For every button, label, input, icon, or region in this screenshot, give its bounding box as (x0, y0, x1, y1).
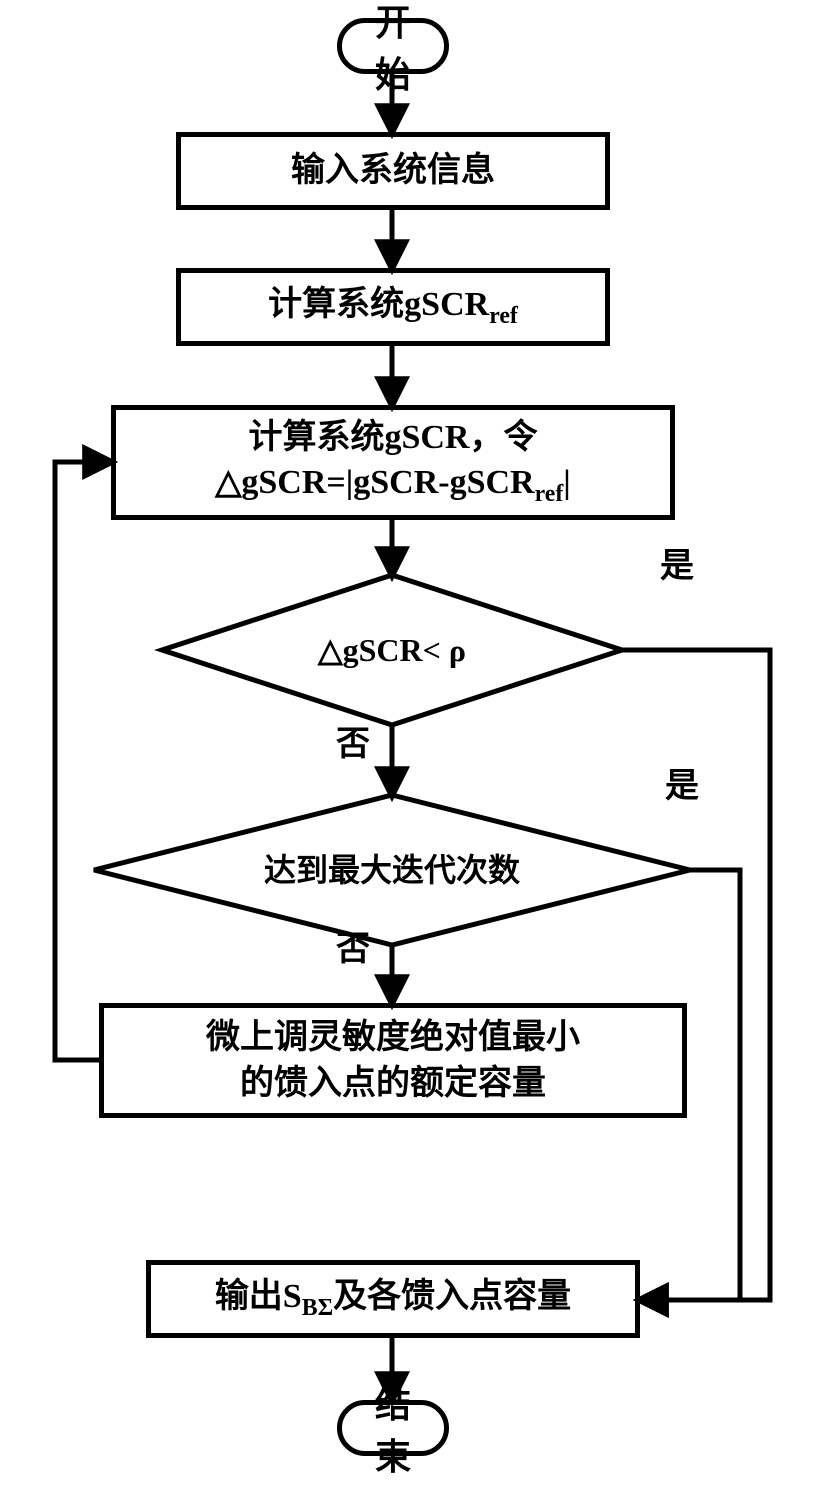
calc-ref-label: 计算系统gSCRref (268, 282, 518, 332)
start-label: 开始 (360, 0, 426, 98)
edge-label-5: 是 (660, 548, 694, 585)
edge-label-6: 否 (336, 931, 370, 968)
calc-delta-process: 计算系统gSCR，令△gSCR=|gSCR-gSCRref| (111, 405, 675, 520)
adjust-label: 微上调灵敏度绝对值最小的馈入点的额定容量 (206, 1015, 580, 1107)
output-process: 输出SBΣ及各馈入点容量 (146, 1260, 640, 1338)
flowchart-container: 否是否是 开始 输入系统信息 计算系统gSCRref 计算系统gSCR，令△gS… (0, 0, 813, 1494)
edge-8 (55, 462, 111, 1060)
calc-delta-label: 计算系统gSCR，令△gSCR=|gSCR-gSCRref| (215, 415, 571, 511)
input-label: 输入系统信息 (291, 148, 495, 194)
start-terminator: 开始 (337, 18, 449, 74)
adjust-process: 微上调灵敏度绝对值最小的馈入点的额定容量 (99, 1003, 687, 1118)
output-label: 输出SBΣ及各馈入点容量 (215, 1274, 571, 1324)
calc-ref-process: 计算系统gSCRref (176, 268, 610, 346)
decision1-label: △gSCR< ρ (162, 631, 622, 669)
end-label: 结束 (360, 1376, 426, 1480)
decision2-label: 达到最大迭代次数 (94, 851, 690, 889)
edge-5 (622, 650, 770, 1300)
edge-label-4: 否 (336, 726, 370, 763)
edge-label-7: 是 (665, 768, 699, 805)
input-process: 输入系统信息 (176, 132, 610, 210)
end-terminator: 结束 (337, 1400, 449, 1456)
